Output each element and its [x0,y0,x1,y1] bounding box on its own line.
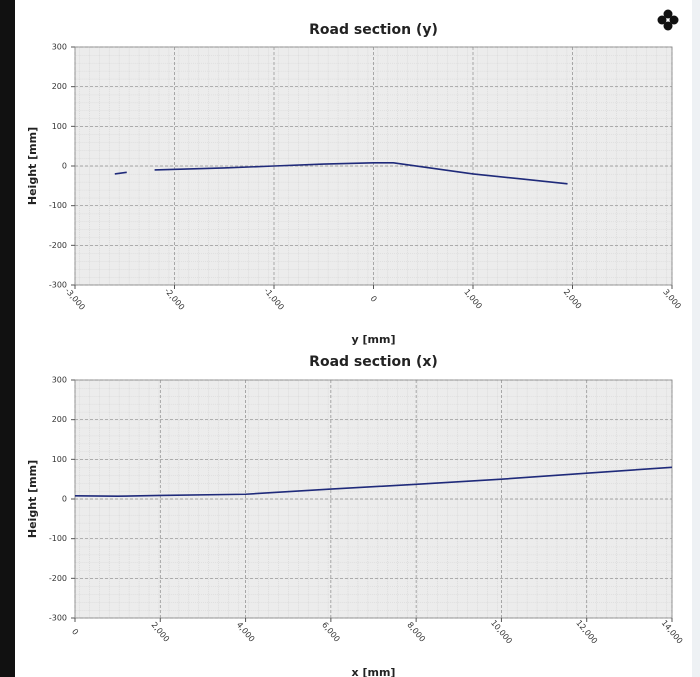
y-axis-label: Height [mm] [26,127,39,205]
side-panel [0,0,15,677]
y-tick-label: 0 [62,162,67,171]
chart-title: Road section (x) [309,354,438,370]
y-tick-label: 100 [52,122,67,131]
y-tick-label: -200 [49,574,67,583]
y-tick-label: 0 [62,495,67,504]
y-tick-label: 200 [52,415,67,424]
x-axis-label: y [mm] [352,333,396,346]
y-tick-label: 200 [52,82,67,91]
move-icon[interactable] [657,9,679,31]
y-axis-label: Height [mm] [26,460,39,538]
y-tick-label: -100 [49,534,67,543]
y-tick-label: -200 [49,241,67,250]
y-tick-label: 100 [52,455,67,464]
y-tick-label: -100 [49,201,67,210]
x-tick-label: 0 [368,294,378,304]
x-tick-label: 0 [70,627,80,637]
chart-title: Road section (y) [309,22,438,38]
series-line [74,466,673,498]
y-tick-label: 300 [52,43,67,52]
y-tick-label: -300 [49,614,67,623]
y-tick-label: 300 [52,376,67,385]
x-axis-label: x [mm] [352,666,396,677]
y-tick-label: -300 [49,281,67,290]
series-line [114,162,568,185]
